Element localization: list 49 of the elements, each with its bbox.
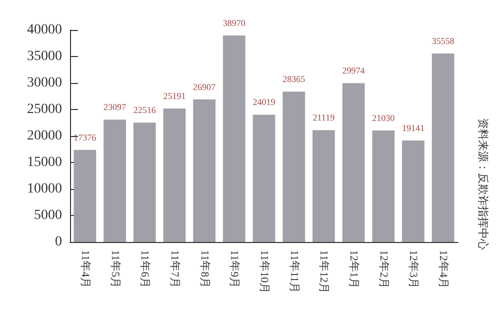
x-tick-label: 11年10月 [258, 250, 270, 294]
bar [372, 130, 395, 242]
data-label: 17376 [74, 132, 97, 142]
y-tick-label: 30000 [27, 76, 62, 90]
y-tick-label: 25000 [27, 102, 62, 117]
text: 资料来源：反欺诈指挥中心 [476, 118, 490, 250]
bar [252, 114, 276, 242]
data-label: 28365 [282, 74, 306, 84]
x-tick-label: 11年8月 [198, 250, 210, 288]
bar [163, 108, 186, 242]
y-tick-label: 35000 [27, 49, 62, 64]
data-label: 25191 [163, 90, 186, 101]
data-label: 24019 [252, 97, 276, 108]
y-tick-label: 5000 [34, 208, 62, 223]
bar [193, 99, 216, 242]
x-tick-label: 12年1月 [348, 250, 360, 288]
data-label: 23097 [104, 102, 127, 112]
x-tick-label: 11年9月 [228, 250, 240, 288]
x-tick-label: 11年7月 [168, 250, 180, 288]
y-tick-label: 20000 [27, 128, 62, 144]
bar [312, 130, 335, 242]
x-tick-label: 12年4月 [437, 250, 450, 288]
x-tick-label: 11年11月 [288, 250, 300, 294]
bar [342, 83, 365, 242]
data-label: 26907 [193, 82, 216, 92]
x-tick-label: 11年12月 [318, 250, 330, 294]
bar [222, 35, 246, 242]
x-tick-label: 11年6月 [138, 250, 151, 288]
y-tick-label: 40000 [27, 22, 62, 38]
data-label: 29974 [342, 66, 366, 76]
x-tick-label: 11年5月 [108, 250, 121, 288]
y-tick-label: 10000 [27, 182, 62, 196]
y-tick-label: 0 [55, 234, 62, 250]
bar [282, 92, 306, 242]
bar [104, 120, 126, 242]
data-label: 19141 [402, 123, 424, 134]
x-tick-label: 11年4月 [78, 250, 91, 288]
data-label: 35558 [432, 36, 455, 46]
x-tick-label: 12年3月 [407, 250, 420, 288]
bar [402, 140, 424, 242]
bar [74, 150, 96, 242]
x-tick-label: 12年2月 [377, 250, 390, 288]
data-label: 38970 [222, 18, 246, 28]
data-label: 21119 [312, 112, 336, 123]
y-tick-label: 15000 [27, 155, 62, 170]
bar [133, 122, 156, 242]
data-label: 21030 [372, 113, 396, 124]
data-label: 22516 [133, 105, 156, 116]
bar [432, 54, 454, 242]
